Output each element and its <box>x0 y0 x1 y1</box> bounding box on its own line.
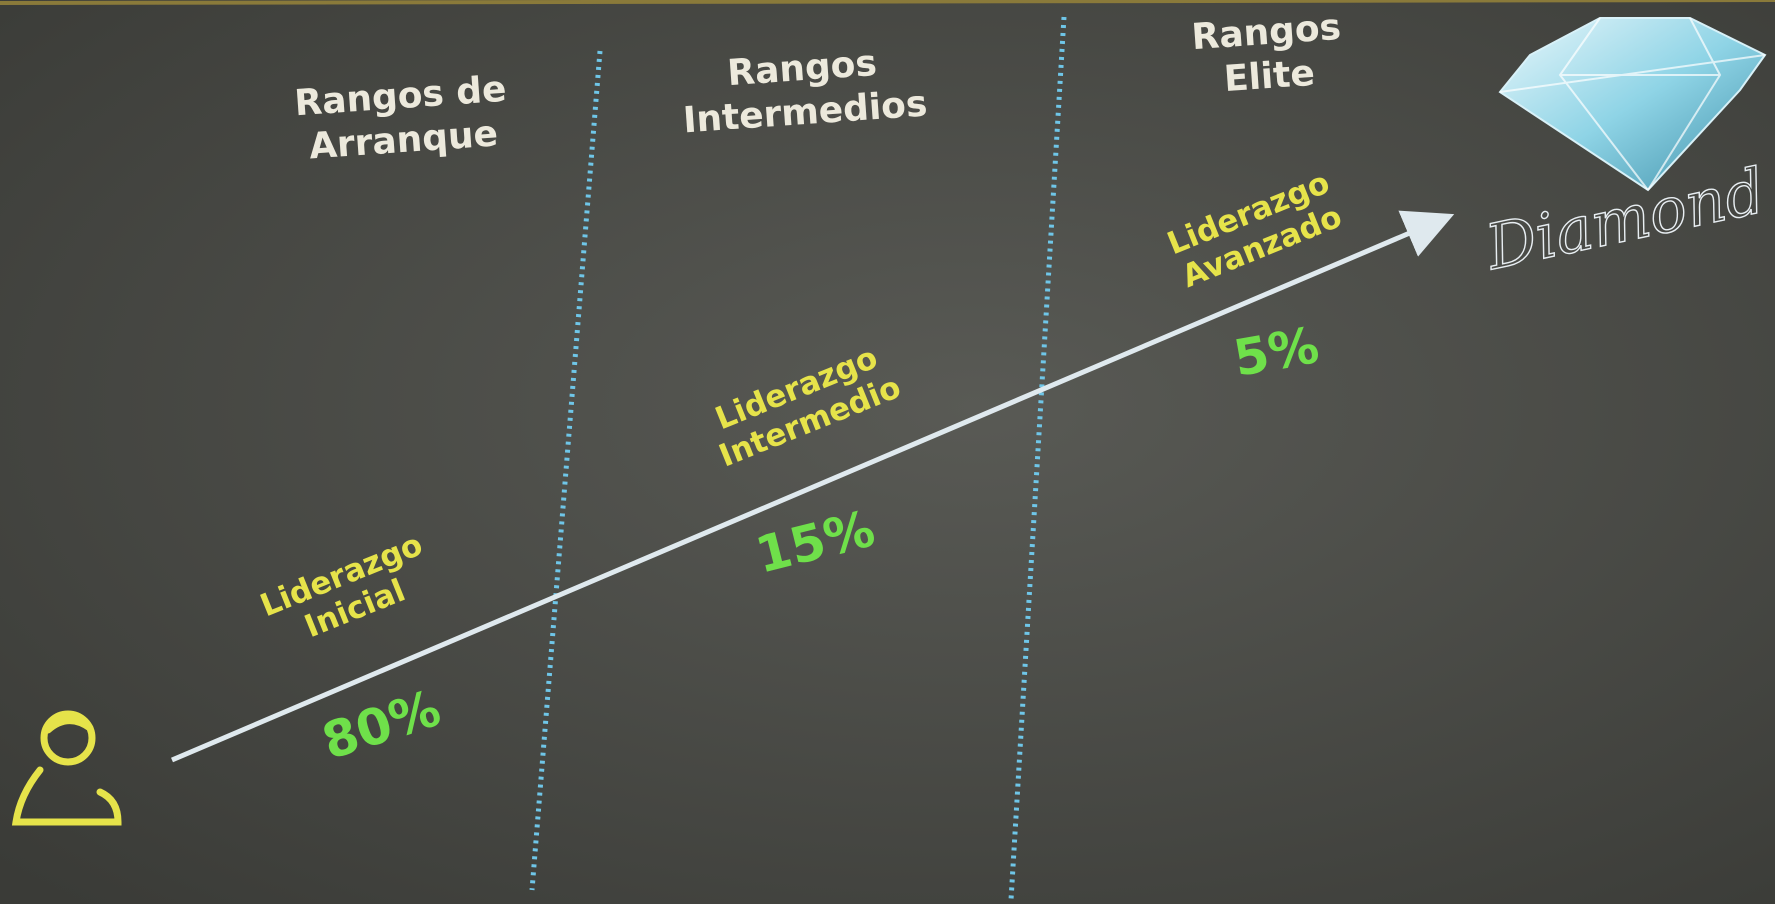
progress-arrow <box>171 210 1455 763</box>
top-edge <box>0 0 1775 5</box>
divider <box>1008 16 1067 901</box>
diamond-icon <box>1498 17 1767 192</box>
column-title: Elite <box>1223 53 1317 100</box>
person-icon <box>11 710 122 826</box>
